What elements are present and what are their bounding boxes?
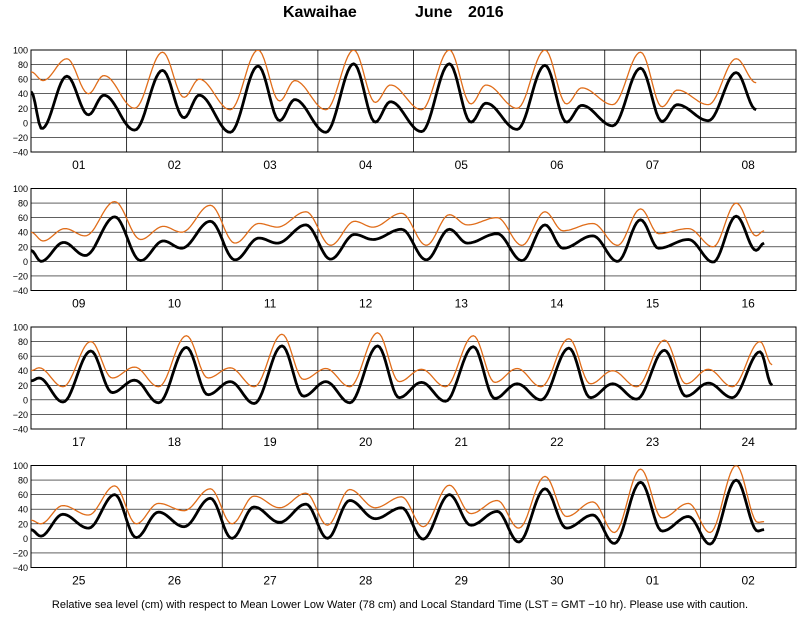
panel-frame [30, 188, 797, 291]
day-label: 03 [263, 158, 277, 172]
day-label: 24 [742, 435, 756, 449]
y-tick-label: 100 [13, 184, 28, 194]
panel-2: 100 80 60 40 20 0 −20 −40 09 10 11 12 13 14 15 16 [13, 184, 797, 311]
y-tick-label: 80 [18, 476, 28, 486]
day-label: 10 [168, 297, 182, 311]
day-label: 20 [359, 435, 373, 449]
y-tick-label: 80 [18, 199, 28, 209]
panel-frame [30, 326, 797, 430]
y-tick-label: 20 [18, 519, 28, 529]
y-tick-label: 0 [23, 534, 28, 544]
y-tick-label: 40 [18, 89, 28, 99]
y-tick-label: −20 [13, 548, 28, 558]
y-tick-label: 60 [18, 213, 28, 223]
day-label: 12 [359, 297, 373, 311]
title-year: 2016 [468, 4, 504, 21]
y-tick-label: 40 [18, 366, 28, 376]
y-tick-label: 80 [18, 60, 28, 70]
y-tick-label: −20 [13, 133, 28, 143]
y-tick-label: 60 [18, 75, 28, 85]
day-label: 06 [550, 158, 564, 172]
day-label: 02 [742, 574, 756, 588]
day-label: 14 [550, 297, 564, 311]
day-label: 09 [72, 297, 86, 311]
y-tick-label: −40 [13, 425, 28, 435]
y-tick-label: 100 [13, 46, 28, 56]
y-tick-label: 80 [18, 337, 28, 347]
day-label: 19 [263, 435, 277, 449]
day-label: 16 [742, 297, 756, 311]
y-tick-label: 0 [23, 257, 28, 267]
day-label: 21 [455, 435, 469, 449]
footer-note: Relative sea level (cm) with respect to … [51, 599, 749, 611]
title-station: Kawaihae [283, 4, 357, 21]
y-tick-label: 20 [18, 104, 28, 114]
predicted-series-line [31, 50, 757, 111]
y-tick-label: 20 [18, 242, 28, 252]
panel-3: 100 80 60 40 20 0 −20 −40 17 18 19 20 21 22 23 24 [13, 323, 797, 449]
day-label: 22 [550, 435, 564, 449]
y-tick-label: 40 [18, 228, 28, 238]
day-label: 26 [168, 574, 182, 588]
observed-series-line [31, 344, 774, 405]
panel-4: 100 80 60 40 20 0 −20 −40 25 26 27 28 29 30 01 02 [13, 461, 797, 588]
day-label: 17 [72, 435, 86, 449]
title-month: June [415, 4, 453, 21]
y-tick-label: 20 [18, 381, 28, 391]
day-label: 25 [72, 574, 86, 588]
day-label: 01 [72, 158, 86, 172]
y-tick-label: −40 [13, 286, 28, 296]
predicted-series-line [31, 332, 773, 388]
day-label: 29 [455, 574, 469, 588]
day-label: 27 [263, 574, 277, 588]
predicted-series-line [31, 200, 765, 248]
y-tick-label: 60 [18, 352, 28, 362]
day-label: 04 [359, 158, 373, 172]
y-tick-label: 0 [23, 395, 28, 405]
y-tick-label: −40 [13, 563, 28, 573]
y-tick-label: −20 [13, 271, 28, 281]
day-label: 11 [264, 297, 277, 311]
day-label: 08 [742, 158, 756, 172]
y-tick-label: 100 [13, 461, 28, 471]
panel-frame [30, 49, 797, 153]
day-label: 28 [359, 574, 373, 588]
observed-series-line [31, 478, 765, 546]
day-label: 15 [646, 297, 660, 311]
y-tick-label: 60 [18, 490, 28, 500]
y-tick-label: 0 [23, 118, 28, 128]
day-label: 02 [168, 158, 182, 172]
y-tick-label: 100 [13, 323, 28, 333]
y-tick-label: −40 [13, 148, 28, 158]
day-label: 07 [646, 158, 660, 172]
predicted-series-line [31, 465, 765, 534]
y-tick-label: 40 [18, 505, 28, 515]
observed-series-line [31, 214, 765, 264]
day-label: 05 [455, 158, 469, 172]
observed-series-line [31, 62, 757, 134]
chart-title: Kawaihae June 2016 [0, 4, 800, 26]
day-label: 13 [455, 297, 469, 311]
day-label: 30 [550, 574, 564, 588]
panel-1: 100 80 60 40 20 0 −20 −40 01 02 03 04 05 06 07 08 [13, 46, 797, 172]
y-tick-label: −20 [13, 410, 28, 420]
day-label: 18 [168, 435, 182, 449]
panel-frame [30, 465, 797, 568]
day-label: 23 [646, 435, 660, 449]
day-label: 01 [646, 574, 660, 588]
